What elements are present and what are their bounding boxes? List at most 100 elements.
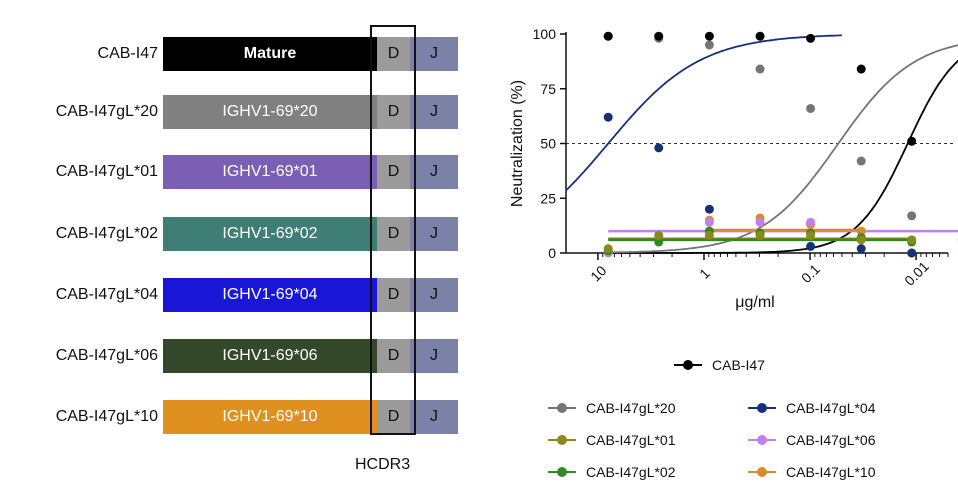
data-point	[806, 241, 816, 251]
row-label: CAB-I47gL*02	[55, 225, 158, 242]
gene-row: CAB-I47gL*02 IGHV1-69*02 D J	[0, 217, 470, 251]
y-tick-label: 100	[533, 26, 557, 42]
v-segment-label: IGHV1-69*20	[222, 103, 318, 120]
data-point	[603, 112, 613, 122]
y-tick-label: 75	[540, 81, 556, 97]
y-tick-label: 50	[540, 136, 556, 152]
x-tick-label: 10	[587, 262, 609, 284]
d-segment: D	[377, 278, 410, 312]
data-point	[603, 244, 613, 254]
data-point	[806, 33, 816, 43]
data-point	[704, 31, 714, 41]
data-point	[603, 31, 613, 41]
v-segment-bar: IGHV1-69*20	[163, 95, 377, 129]
d-segment: D	[377, 37, 410, 71]
data-point	[704, 40, 714, 50]
data-point	[704, 204, 714, 214]
j-segment: J	[410, 217, 458, 251]
j-segment: J	[410, 278, 458, 312]
gene-row: CAB-I47gL*04 IGHV1-69*04 D J	[0, 278, 470, 312]
v-segment-bar: IGHV1-69*02	[163, 217, 377, 251]
v-segment-label: IGHV1-69*10	[222, 408, 318, 425]
legend: CAB-I47 CAB-I47gL*20 CAB-I47gL*01 CAB-I47gL…	[548, 357, 876, 480]
legend-label: CAB-I47gL*06	[786, 432, 876, 448]
x-tick-label: 1	[696, 265, 713, 282]
gene-row: CAB-I47gL*20 IGHV1-69*20 D J	[0, 95, 470, 129]
data-point	[755, 230, 765, 240]
x-tick-label: 0.01	[901, 258, 932, 289]
d-segment: D	[377, 339, 410, 373]
d-segment: D	[377, 217, 410, 251]
legend-marker	[557, 467, 567, 477]
axes: 0 25 50 75 100 10 1 0.1 0.01 Neutralization (%) μg…	[509, 26, 949, 311]
data-point	[806, 217, 816, 227]
j-segment: J	[410, 155, 458, 189]
x-tick-label: 0.1	[798, 261, 823, 286]
neutralization-chart: 0 25 50 75 100 10 1 0.1 0.01 Neutralization (%) μg…	[509, 26, 958, 480]
legend-marker	[557, 403, 567, 413]
x-axis-label: μg/ml	[735, 294, 774, 311]
y-tick-label: 0	[548, 245, 556, 261]
legend-label: CAB-I47gL*01	[586, 432, 676, 448]
data-point	[907, 136, 917, 146]
legend-marker	[757, 467, 767, 477]
hcdr3-label: HCDR3	[355, 456, 411, 473]
row-label: CAB-I47gL*20	[55, 103, 158, 120]
j-segment: J	[410, 339, 458, 373]
j-segment: J	[410, 37, 458, 71]
v-segment-label: IGHV1-69*04	[222, 286, 318, 303]
j-segment: J	[410, 400, 458, 434]
v-segment-label: Mature	[243, 45, 297, 62]
data-point	[806, 103, 816, 113]
data-point	[654, 230, 664, 240]
row-label: CAB-I47gL*06	[55, 347, 158, 364]
data-point	[907, 235, 917, 245]
v-segment-label: IGHV1-69*01	[222, 163, 318, 180]
data-points	[603, 31, 958, 258]
legend-label: CAB-I47gL*04	[786, 400, 876, 416]
legend-label: CAB-I47gL*02	[586, 464, 676, 480]
data-point	[856, 235, 866, 245]
legend-marker	[757, 435, 767, 445]
data-point	[907, 211, 917, 221]
row-label: CAB-I47gL*10	[55, 408, 158, 425]
gene-row: CAB-I47gL*01 IGHV1-69*01 D J	[0, 155, 470, 189]
v-segment-bar: IGHV1-69*06	[163, 339, 377, 373]
data-point	[856, 64, 866, 74]
data-point	[654, 31, 664, 41]
data-point	[856, 226, 866, 236]
data-point	[806, 230, 816, 240]
data-point	[704, 230, 714, 240]
fit-curve	[606, 44, 958, 254]
v-segment-label: IGHV1-69*02	[222, 225, 318, 242]
data-point	[654, 237, 664, 247]
legend-label: CAB-I47gL*10	[786, 464, 876, 480]
data-point	[755, 64, 765, 74]
d-segment: D	[377, 400, 410, 434]
legend-label: CAB-I47	[712, 357, 765, 373]
data-point	[704, 217, 714, 227]
row-label: CAB-I47gL*04	[55, 286, 158, 303]
legend-marker	[683, 360, 693, 370]
data-point	[856, 244, 866, 254]
data-point	[856, 156, 866, 166]
v-segment-bar: IGHV1-69*10	[163, 400, 377, 434]
gene-row: CAB-I47 Mature D J	[0, 37, 470, 71]
y-axis-label: Neutralization (%)	[509, 80, 526, 207]
data-point	[755, 217, 765, 227]
data-point	[907, 248, 917, 258]
y-tick-label: 25	[540, 190, 556, 206]
legend-marker	[757, 403, 767, 413]
row-label: CAB-I47gL*01	[55, 163, 158, 180]
row-label: CAB-I47	[97, 45, 158, 62]
v-segment-label: IGHV1-69*06	[222, 347, 318, 364]
v-segment-bar: IGHV1-69*04	[163, 278, 377, 312]
data-point	[755, 31, 765, 41]
gene-row: CAB-I47gL*06 IGHV1-69*06 D J	[0, 339, 470, 373]
v-segment-bar: Mature	[163, 37, 377, 71]
data-point	[654, 143, 664, 153]
d-segment: D	[377, 95, 410, 129]
hcdr3-box	[370, 25, 416, 435]
d-segment: D	[377, 155, 410, 189]
